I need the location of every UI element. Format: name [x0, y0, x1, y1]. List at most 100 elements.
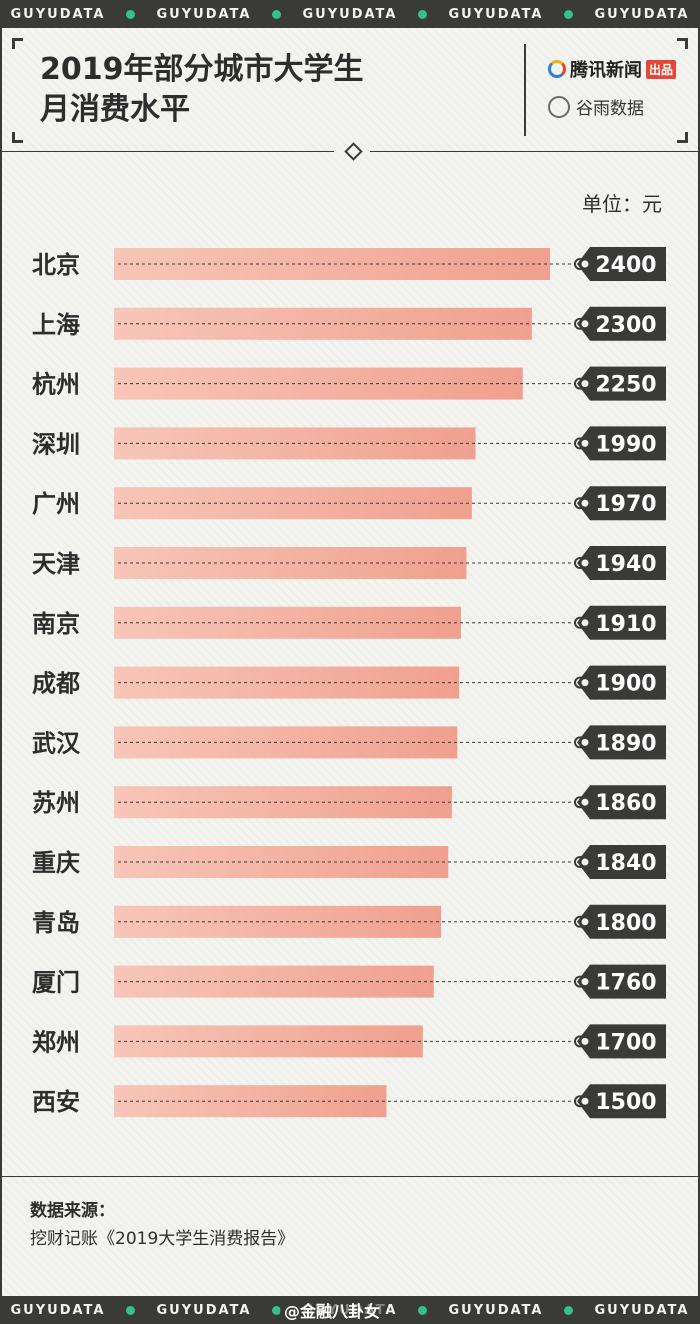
value-label: 1940 [595, 552, 656, 577]
bird-icon [548, 95, 570, 118]
corner-bracket [12, 38, 23, 49]
corner-bracket [12, 132, 23, 143]
header-divider [524, 44, 526, 136]
value-tag [577, 247, 666, 281]
value-label: 2400 [595, 253, 656, 278]
chart-panel: 2019年部分城市大学生 月消费水平 腾讯新闻 出品 谷雨数据 单位：元 240… [2, 28, 698, 1296]
value-label: 1860 [595, 791, 656, 816]
dot-icon [126, 9, 136, 19]
category-label: 天津 [32, 550, 80, 578]
divider-line [370, 151, 698, 152]
value-label: 1910 [595, 612, 656, 637]
category-label: 武汉 [32, 729, 81, 757]
category-label: 杭州 [32, 371, 80, 399]
bar-chart: 2400 北京 2300 上海 2250 杭州 1990 深圳 1970 广州 1940 天津 1910… [32, 247, 666, 1119]
tag-hole-icon [581, 380, 589, 388]
value-tag [577, 964, 666, 999]
value-tag [577, 845, 666, 879]
tencent-news-icon [548, 60, 566, 78]
unit-label: 单位：元 [582, 192, 662, 216]
value-tag [577, 665, 666, 700]
value-tag [577, 725, 666, 760]
tag-hole-icon [581, 918, 589, 926]
dot-icon [272, 1305, 282, 1315]
brand-text: GUYUDATA [10, 6, 106, 22]
source-section [2, 1176, 698, 1297]
value-tag [577, 904, 666, 939]
bar [114, 726, 458, 759]
value-label: 1800 [595, 911, 656, 936]
brand-text: GUYUDATA [302, 6, 398, 22]
value-label: 1890 [595, 731, 656, 756]
value-tag [577, 306, 666, 341]
category-label: 北京 [32, 251, 80, 279]
divider-line [2, 151, 334, 152]
category-label: 苏州 [32, 789, 80, 817]
category-label: 重庆 [32, 849, 80, 877]
brand-text: GUYUDATA [594, 1302, 690, 1318]
guyu-data-logo: 谷雨数据 [548, 94, 644, 119]
top-brand-strip: GUYUDATA GUYUDATA GUYUDATA GUYUDATA GUYU… [0, 0, 700, 28]
tag-hole-icon [581, 320, 589, 328]
tag-hole-icon [581, 1097, 589, 1105]
value-label: 1840 [595, 851, 656, 876]
brand-text: GUYUDATA [448, 6, 544, 22]
category-label: 上海 [32, 311, 80, 339]
category-label: 厦门 [32, 969, 80, 997]
brand-text: GUYUDATA [156, 6, 252, 22]
brand-text: GUYUDATA [594, 6, 690, 22]
category-label: 青岛 [32, 909, 80, 937]
tag-hole-icon [581, 559, 589, 567]
tencent-news-logo: 腾讯新闻 出品 [548, 56, 677, 82]
value-label: 1990 [595, 432, 656, 457]
tag-hole-icon [581, 798, 589, 806]
page-title: 2019年部分城市大学生 月消费水平 [40, 50, 364, 130]
tag-hole-icon [581, 738, 589, 746]
title-line-2: 月消费水平 [40, 92, 190, 127]
title-line-1: 2019年部分城市大学生 [40, 52, 364, 87]
value-tag [577, 1084, 666, 1119]
category-label: 深圳 [32, 430, 80, 458]
value-tag [577, 605, 666, 640]
watermark: @金融八卦女 [280, 1296, 385, 1324]
dot-icon [418, 9, 428, 19]
value-tag [577, 546, 666, 580]
value-label: 1700 [595, 1030, 656, 1055]
tag-hole-icon [581, 679, 589, 687]
value-label: 1500 [595, 1090, 656, 1115]
corner-bracket [677, 38, 688, 49]
tag-hole-icon [581, 619, 589, 627]
category-label: 西安 [32, 1088, 80, 1116]
category-label: 南京 [32, 610, 80, 638]
tag-hole-icon [581, 260, 589, 268]
tencent-news-badge: 出品 [646, 59, 677, 79]
tag-hole-icon [581, 439, 589, 447]
dot-icon [564, 1305, 574, 1315]
tag-hole-icon [581, 858, 589, 866]
dot-icon [272, 9, 282, 19]
bar [114, 905, 441, 938]
dot-icon [418, 1305, 428, 1315]
brand-text: GUYUDATA [156, 1302, 252, 1318]
tag-hole-icon [581, 499, 589, 507]
corner-bracket [677, 132, 688, 143]
guyu-data-text: 谷雨数据 [576, 99, 644, 119]
category-label: 广州 [32, 490, 80, 518]
dot-icon [564, 9, 574, 19]
brand-text: GUYUDATA [448, 1302, 544, 1318]
tag-hole-icon [581, 1037, 589, 1045]
value-label: 1970 [595, 492, 656, 517]
value-label: 1900 [595, 672, 656, 697]
value-tag [577, 1024, 666, 1059]
category-label: 郑州 [32, 1028, 80, 1056]
tencent-news-text: 腾讯新闻 [570, 60, 642, 81]
value-tag [577, 785, 666, 820]
brand-text: GUYUDATA [10, 1302, 106, 1318]
source-text: 挖财记账《2019大学生消费报告》 [30, 1229, 295, 1249]
value-label: 2300 [595, 313, 656, 338]
value-label: 2250 [595, 373, 656, 398]
source-label: 数据来源： [30, 1201, 115, 1221]
category-label: 成都 [32, 670, 80, 698]
value-tag [577, 486, 666, 521]
value-tag [577, 426, 666, 461]
